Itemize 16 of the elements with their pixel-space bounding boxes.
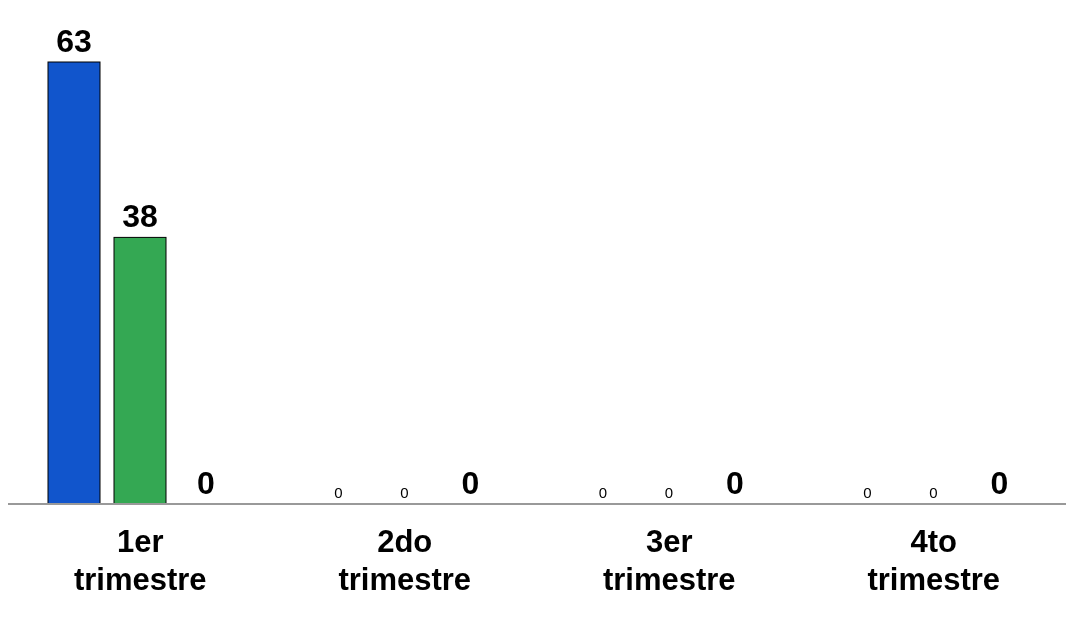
data-label: 0 — [929, 484, 938, 501]
data-label: 0 — [197, 465, 215, 501]
x-tick-label: 1er trimestre — [73, 524, 207, 597]
data-label: 0 — [726, 465, 744, 501]
data-label: 0 — [863, 484, 872, 501]
data-label: 0 — [334, 484, 343, 501]
data-label: 63 — [56, 23, 92, 59]
data-label: 0 — [990, 465, 1009, 501]
data-label: 38 — [122, 198, 158, 235]
data-label: 0 — [598, 484, 608, 501]
data-label: 0 — [664, 484, 674, 501]
x-tick-label: 4to trimestre — [867, 524, 1001, 597]
x-tick-label: 3er trimestre — [602, 524, 736, 597]
data-label: 0 — [400, 484, 409, 501]
data-label: 0 — [461, 465, 480, 501]
x-tick-label: 2do trimestre — [338, 524, 472, 597]
